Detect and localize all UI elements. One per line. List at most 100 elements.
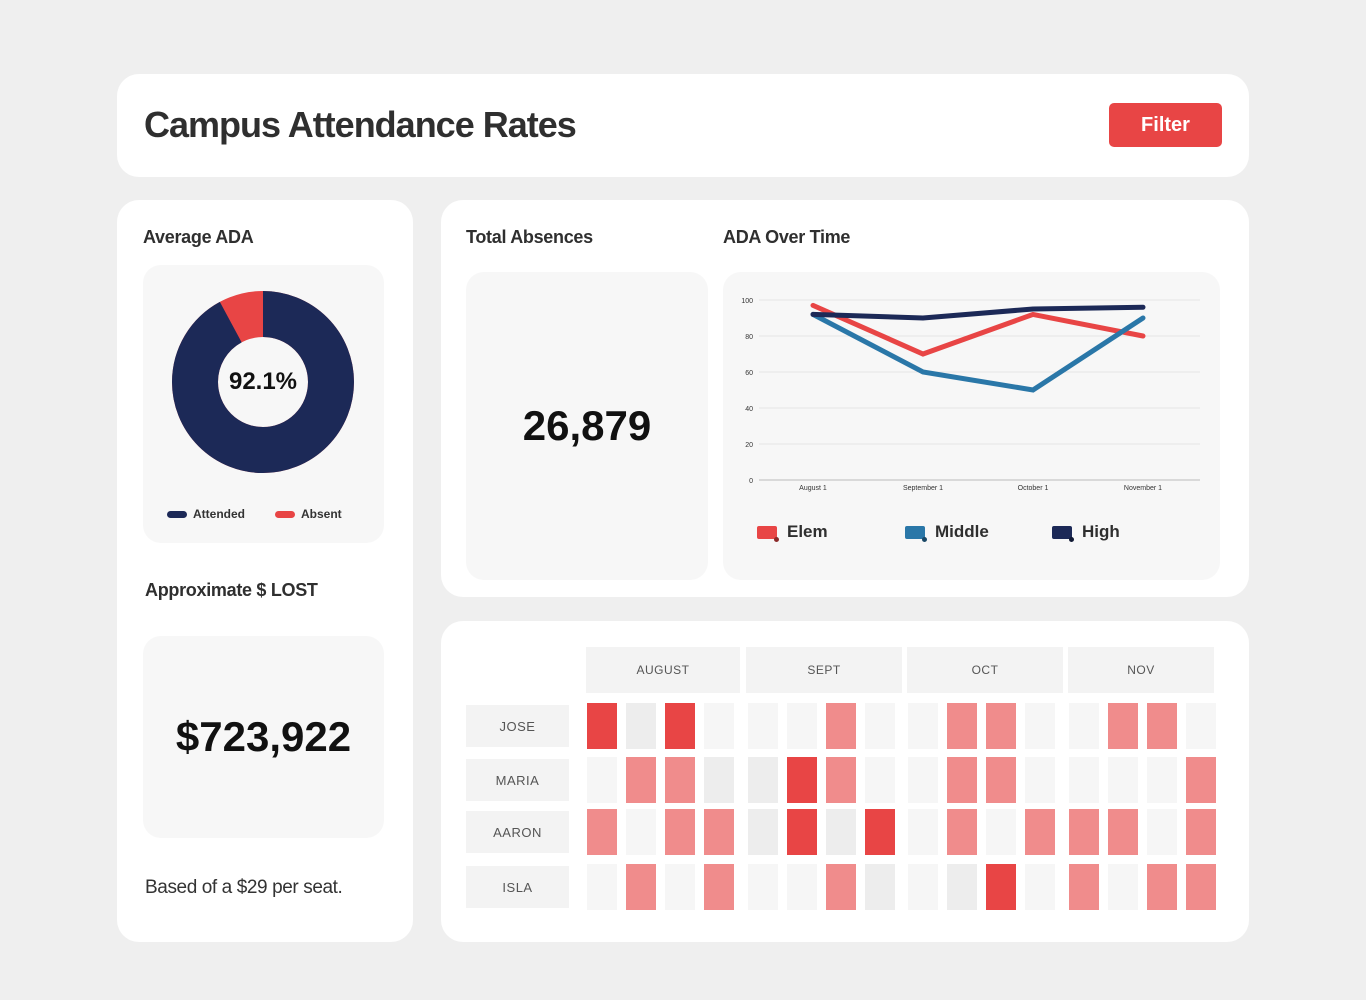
ada-donut-chart — [172, 291, 354, 473]
donut-legend-label: Absent — [301, 507, 342, 521]
line-legend-label: High — [1082, 522, 1120, 541]
line-legend-item-middle: Middle — [905, 522, 989, 542]
heatmap-cell — [748, 757, 778, 803]
filter-button[interactable]: Filter — [1109, 103, 1222, 147]
heatmap-cell — [826, 809, 856, 855]
line-chart-panel: 0 20 40 60 80 100 August 1 September 1 October 1… — [723, 272, 1220, 580]
heatmap-cell — [1186, 757, 1216, 803]
ada-summary-card: Average ADA 92.1% Attended Absent Approxi… — [117, 200, 413, 942]
heatmap-cell — [1147, 703, 1177, 749]
heatmap-cell — [665, 757, 695, 803]
heatmap-cell — [665, 809, 695, 855]
heatmap-cell — [1186, 703, 1216, 749]
line-legend-label: Middle — [935, 522, 989, 541]
header-card: Campus Attendance Rates Filter — [117, 74, 1249, 177]
donut-panel: 92.1% Attended Absent — [143, 265, 384, 543]
line-legend-item-high: High — [1052, 522, 1120, 542]
heatmap-cell — [1069, 757, 1099, 803]
heatmap-cell — [1108, 809, 1138, 855]
month-header: OCT — [907, 647, 1063, 693]
heatmap-cell — [748, 809, 778, 855]
heatmap-cell — [587, 757, 617, 803]
lost-panel: $723,922 — [143, 636, 384, 838]
heatmap-cell — [1108, 703, 1138, 749]
heatmap-cell — [787, 809, 817, 855]
line-legend-item-elem: Elem — [757, 522, 828, 542]
student-row-label: ISLA — [466, 866, 569, 908]
heatmap-cell — [826, 703, 856, 749]
absences-trend-card: Total Absences ADA Over Time 26,879 0 20 4… — [441, 200, 1249, 597]
heatmap-cell — [748, 703, 778, 749]
heatmap-cell — [947, 703, 977, 749]
donut-attended-slice — [172, 291, 354, 473]
ada-percentage: 92.1% — [228, 368, 298, 395]
ada-line-chart: 0 20 40 60 80 100 August 1 September 1 October 1… — [741, 298, 1200, 492]
student-row-label: MARIA — [466, 759, 569, 801]
total-absences-label: Total Absences — [466, 227, 593, 247]
legend-swatch-icon — [1052, 525, 1072, 539]
total-absences-value: 26,879 — [522, 402, 652, 449]
heatmap-cell — [947, 809, 977, 855]
heatmap-cell — [1186, 809, 1216, 855]
heatmap-cell — [986, 809, 1016, 855]
attendance-heatmap-card: AUGUST SEPT OCT NOV JOSE MARIA AARON ISLA — [441, 621, 1249, 942]
heatmap-cell — [587, 703, 617, 749]
heatmap-cell — [986, 703, 1016, 749]
page-title: Campus Attendance Rates — [144, 104, 577, 145]
student-row-label: JOSE — [466, 705, 569, 747]
heatmap-cell — [1108, 864, 1138, 910]
heatmap-cell — [865, 864, 895, 910]
heatmap-cell — [1025, 809, 1055, 855]
line-chart-legend: Elem Middle High — [757, 522, 1187, 552]
heatmap-cell — [947, 757, 977, 803]
heatmap-cell — [1069, 703, 1099, 749]
student-row-label: AARON — [466, 811, 569, 853]
month-header: AUGUST — [586, 647, 740, 693]
y-tick-label: 0 — [749, 478, 753, 485]
series-line-high — [810, 304, 1146, 321]
ada-over-time-label: ADA Over Time — [723, 227, 851, 247]
heatmap-cell — [826, 864, 856, 910]
month-header: SEPT — [746, 647, 902, 693]
heatmap-cell — [1069, 864, 1099, 910]
donut-legend-item: Absent — [275, 507, 342, 521]
heatmap-cell — [626, 757, 656, 803]
heatmap-cell — [1108, 757, 1138, 803]
heatmap-cell — [908, 757, 938, 803]
heatmap-cell — [665, 703, 695, 749]
average-ada-label: Average ADA — [143, 227, 254, 247]
lost-note: Based of a $29 per seat. — [145, 877, 343, 898]
x-tick-label: August 1 — [799, 485, 827, 492]
y-tick-label: 60 — [745, 370, 753, 377]
x-tick-label: November 1 — [1124, 485, 1162, 492]
heatmap-cell — [704, 809, 734, 855]
heatmap-cell — [1186, 864, 1216, 910]
heatmap-cell — [626, 809, 656, 855]
heatmap-cell — [865, 809, 895, 855]
heatmap-cell — [787, 703, 817, 749]
legend-swatch-icon — [905, 525, 925, 539]
heatmap-cell — [865, 757, 895, 803]
heatmap-cell — [1025, 757, 1055, 803]
heatmap-cell — [587, 864, 617, 910]
x-tick-label: October 1 — [1018, 485, 1049, 492]
lost-value: $723,922 — [175, 713, 352, 760]
heatmap-cell — [1147, 809, 1177, 855]
heatmap-cell — [626, 864, 656, 910]
y-tick-label: 80 — [745, 334, 753, 341]
legend-swatch-icon — [275, 510, 295, 518]
heatmap-cell — [986, 757, 1016, 803]
heatmap-cell — [1025, 703, 1055, 749]
heatmap-cell — [908, 703, 938, 749]
heatmap-cell — [787, 864, 817, 910]
heatmap-cell — [626, 703, 656, 749]
x-tick-label: September 1 — [903, 485, 943, 492]
series-line-middle — [810, 311, 1146, 393]
y-tick-label: 40 — [745, 406, 753, 413]
heatmap-cell — [908, 864, 938, 910]
heatmap-cell — [704, 864, 734, 910]
y-tick-label: 100 — [741, 298, 753, 305]
donut-legend: Attended Absent — [167, 507, 367, 521]
heatmap-cell — [986, 864, 1016, 910]
heatmap-cell — [665, 864, 695, 910]
